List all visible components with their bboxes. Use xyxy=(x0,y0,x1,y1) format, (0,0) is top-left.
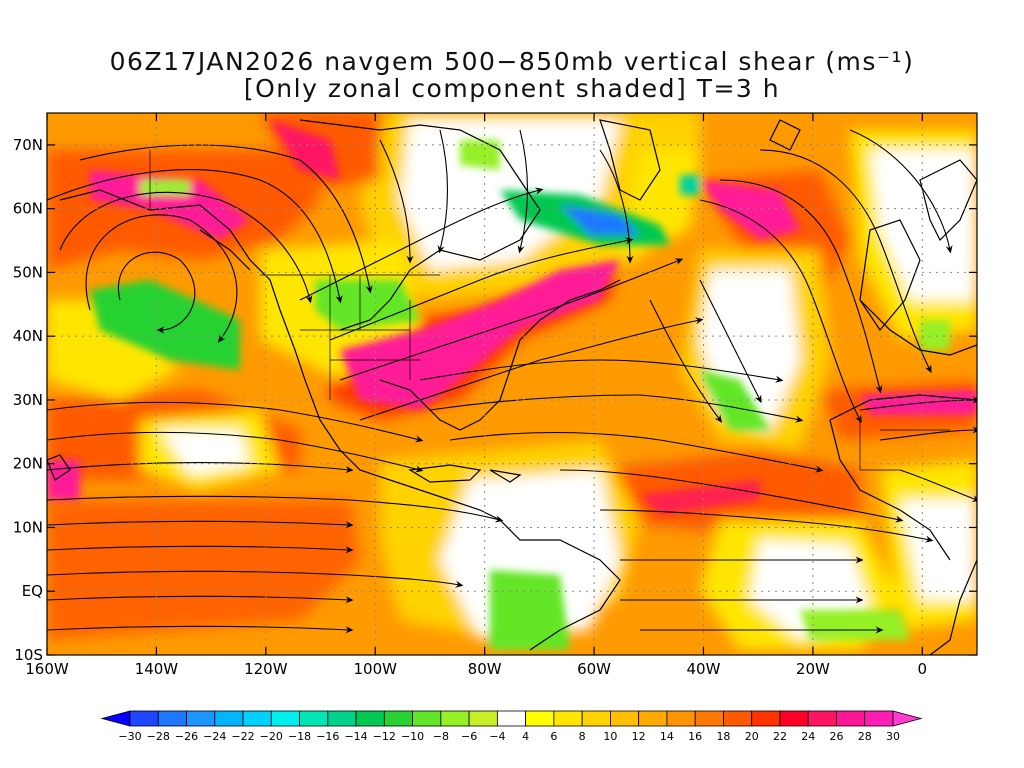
lon-tick-label: 20W xyxy=(796,660,830,678)
colorbar-swatch xyxy=(270,710,300,727)
colorbar-label: −4 xyxy=(489,730,505,743)
lat-tick-label: EQ xyxy=(22,582,43,600)
map-frame xyxy=(46,112,978,656)
colorbar-swatch xyxy=(751,710,781,727)
coastlines xyxy=(47,119,977,655)
colorbar-label: 24 xyxy=(801,730,815,743)
colorbar-label: −16 xyxy=(316,730,339,743)
colorbar-label: −22 xyxy=(231,730,254,743)
colorbar-label: −24 xyxy=(203,730,226,743)
lat-tick-label: 30N xyxy=(13,391,43,409)
colorbar-swatch xyxy=(496,710,527,727)
colorbar-swatch xyxy=(807,710,837,727)
colorbar-label: −12 xyxy=(373,730,396,743)
colorbar-swatch xyxy=(638,710,668,727)
colorbar-label: 12 xyxy=(632,730,646,743)
colorbar-swatch xyxy=(581,710,611,727)
colorbar-label: 30 xyxy=(886,730,900,743)
lat-tick-label: 10N xyxy=(13,518,43,536)
lon-tick-label: 80W xyxy=(468,660,502,678)
political-borders xyxy=(149,150,950,471)
map-title-line-1: 06Z17JAN2026 navgem 500−850mb vertical s… xyxy=(109,47,915,76)
colorbar-swatch xyxy=(214,710,244,727)
map-plot-area xyxy=(47,113,977,655)
colorbar-label: −14 xyxy=(344,730,367,743)
colorbar-swatch xyxy=(723,710,753,727)
colorbar-swatch xyxy=(383,710,413,727)
colorbar-label: −20 xyxy=(260,730,283,743)
lat-tick-label: 20N xyxy=(13,455,43,473)
colorbar-label: −6 xyxy=(461,730,477,743)
lon-tick-label: 160W xyxy=(25,660,69,678)
colorbar-swatch xyxy=(157,710,187,727)
colorbar-label: −18 xyxy=(288,730,311,743)
map-title-line-2: [Only zonal component shaded] T=3 h xyxy=(243,74,781,103)
colorbar-label: 16 xyxy=(688,730,702,743)
colorbar-swatch xyxy=(129,710,159,727)
lat-tick-label: 70N xyxy=(13,136,43,154)
colorbar-swatch xyxy=(299,710,329,727)
colorbar-arrow-high xyxy=(892,710,923,727)
colorbar-swatch xyxy=(666,710,696,727)
colorbar-swatch xyxy=(355,710,385,727)
lat-tick-label: 60N xyxy=(13,200,43,218)
colorbar-swatch xyxy=(412,710,442,727)
colorbar-label: 26 xyxy=(829,730,843,743)
lat-tick-label: 50N xyxy=(13,263,43,281)
colorbar-label: −30 xyxy=(118,730,141,743)
graticule xyxy=(47,113,977,655)
colorbar-label: −8 xyxy=(433,730,449,743)
colorbar-swatch xyxy=(440,710,470,727)
colorbar-swatch xyxy=(864,710,894,727)
colorbar-swatch xyxy=(836,710,866,727)
colorbar-swatch xyxy=(694,710,724,727)
lat-tick-label: 10S xyxy=(14,646,43,664)
lon-tick-label: 0 xyxy=(918,660,928,678)
longitude-axis: 160W 140W 120W 100W 80W 60W 40W 20W 0 xyxy=(25,113,927,678)
colorbar-label: −10 xyxy=(401,730,424,743)
lon-tick-label: 120W xyxy=(244,660,288,678)
lat-tick-label: 40N xyxy=(13,327,43,345)
lon-tick-label: 40W xyxy=(687,660,721,678)
lon-tick-label: 100W xyxy=(354,660,398,678)
colorbar-swatch xyxy=(610,710,640,727)
colorbar: −30 −28 −26 −24 −22 −20 −18 −16 −14 −12 −10 −8 −6 −4 4… xyxy=(100,710,923,743)
colorbar-label: 28 xyxy=(858,730,872,743)
colorbar-label: 4 xyxy=(522,730,529,743)
colorbar-swatch xyxy=(779,710,809,727)
colorbar-label: 22 xyxy=(773,730,787,743)
colorbar-swatch xyxy=(525,710,555,727)
lon-tick-label: 140W xyxy=(135,660,179,678)
latitude-axis: 70N 60N 50N 40N 30N 20N 10N EQ 10S xyxy=(13,136,977,664)
colorbar-label: 6 xyxy=(550,730,557,743)
colorbar-swatch xyxy=(242,710,272,727)
colorbar-label: −28 xyxy=(147,730,170,743)
colorbar-swatch xyxy=(327,710,357,727)
colorbar-label: 20 xyxy=(745,730,759,743)
lon-tick-label: 60W xyxy=(577,660,611,678)
colorbar-label: 8 xyxy=(579,730,586,743)
colorbar-label: −26 xyxy=(175,730,198,743)
colorbar-label: 18 xyxy=(716,730,730,743)
colorbar-label: 14 xyxy=(660,730,674,743)
colorbar-arrow-low xyxy=(100,710,131,727)
colorbar-swatch xyxy=(553,710,583,727)
streamlines xyxy=(47,129,977,634)
colorbar-label: 10 xyxy=(603,730,617,743)
colorbar-swatch xyxy=(468,710,498,727)
colorbar-swatch xyxy=(186,710,216,727)
